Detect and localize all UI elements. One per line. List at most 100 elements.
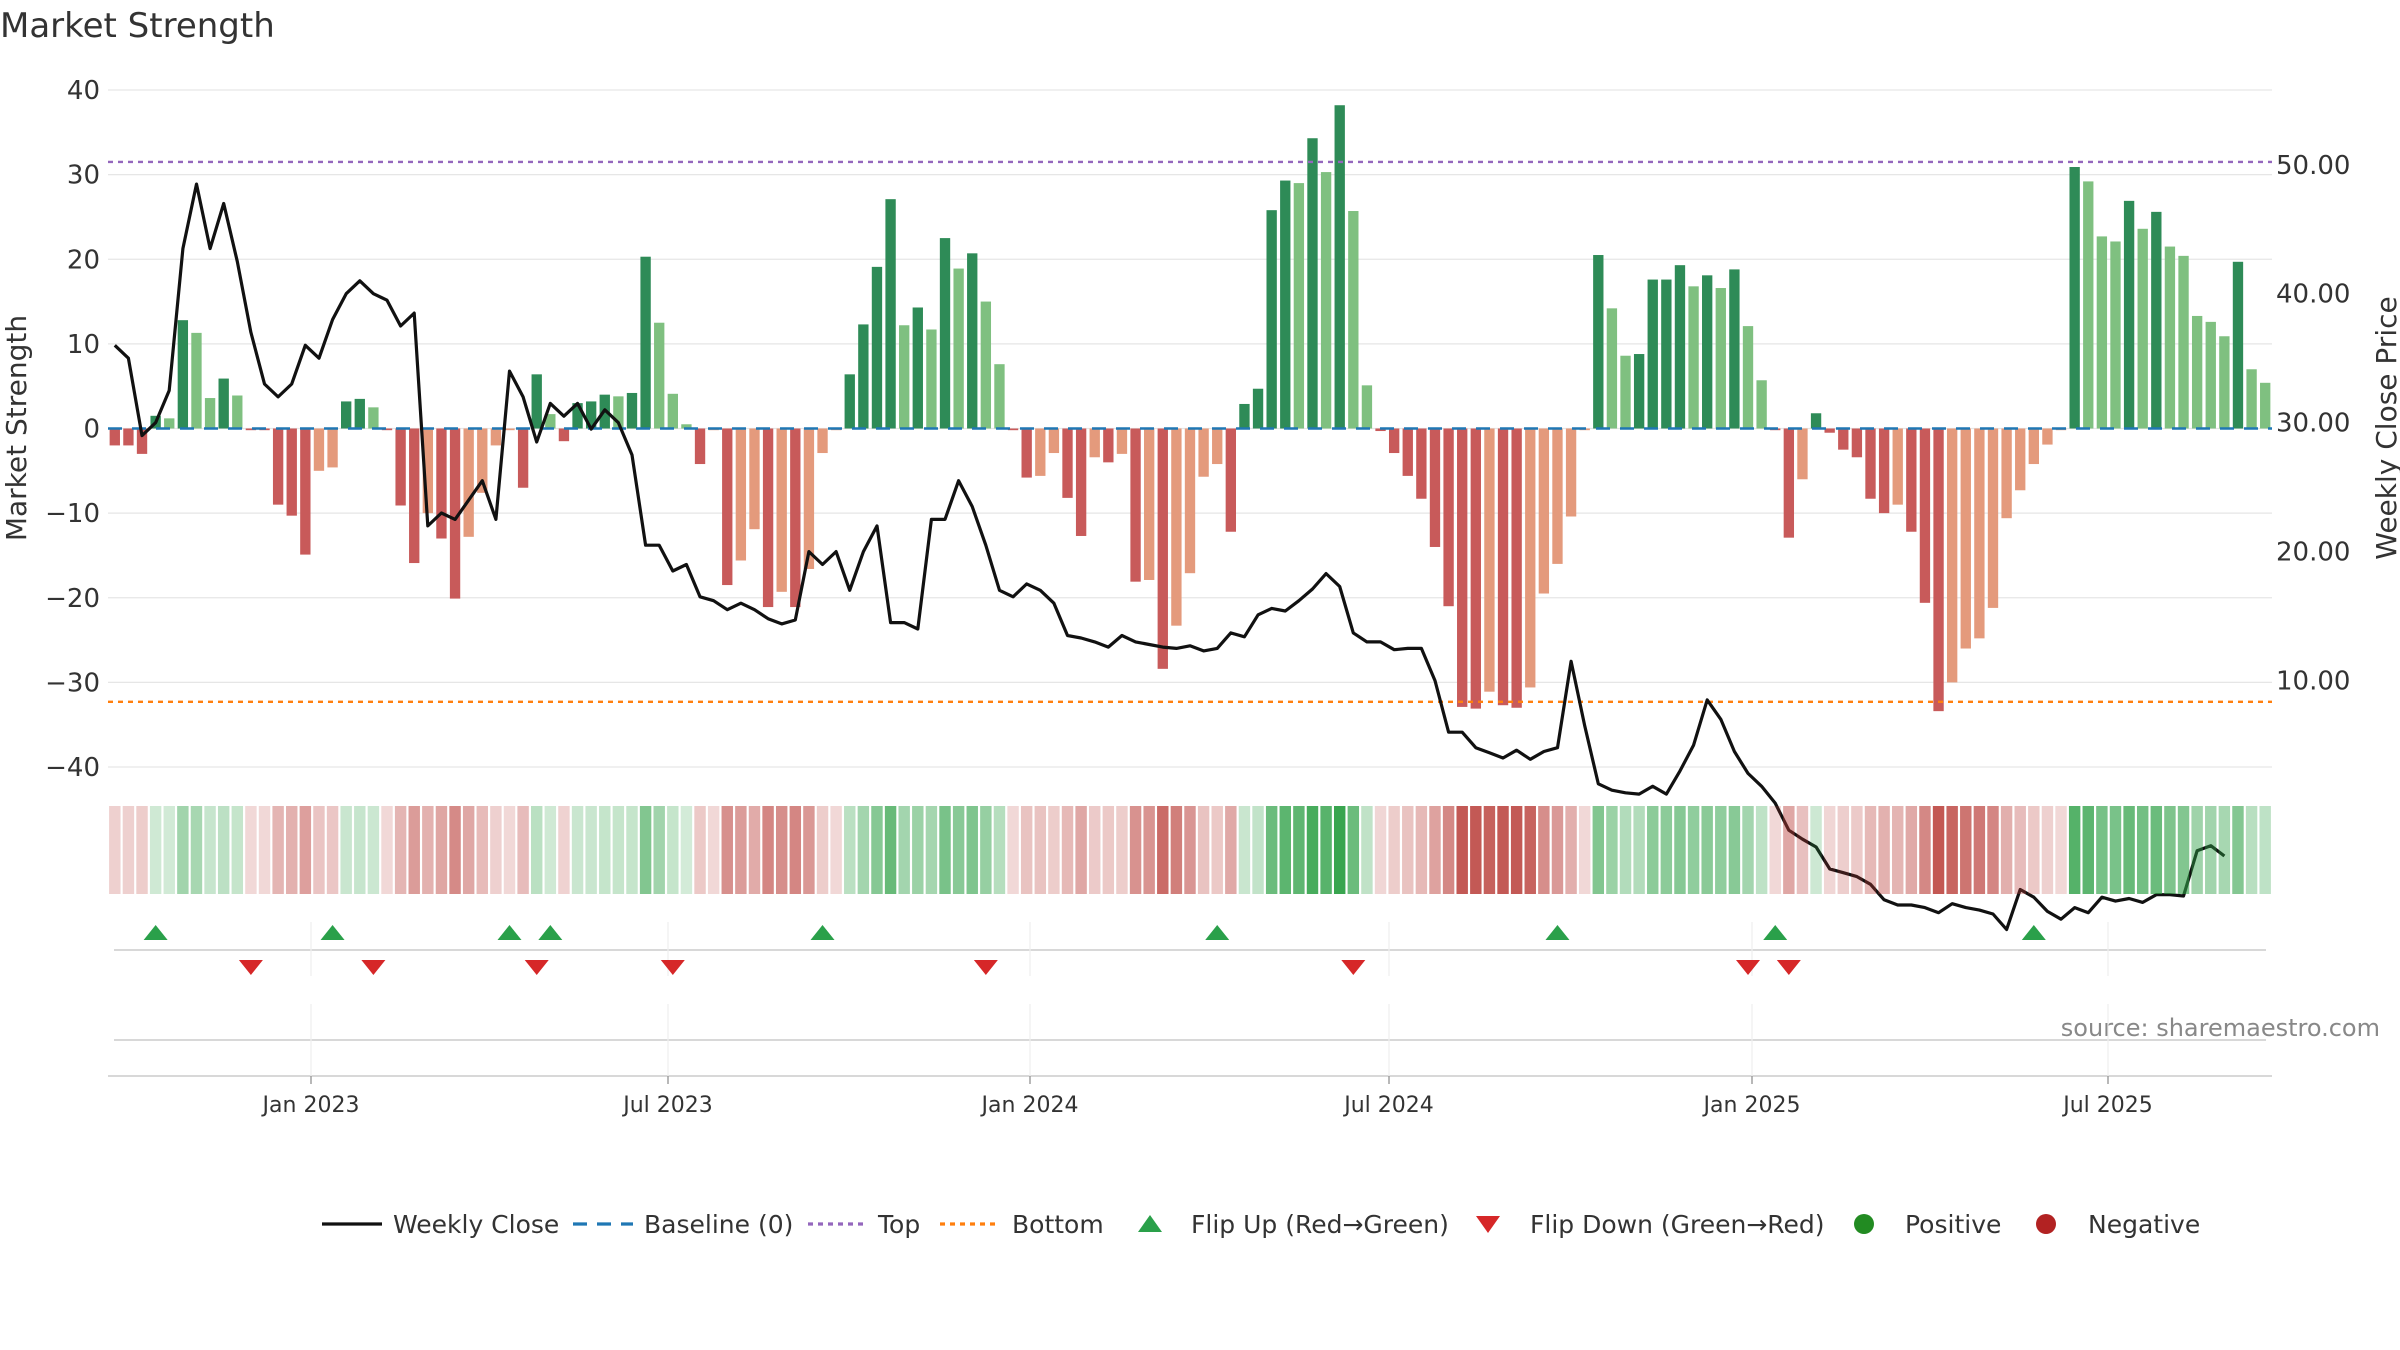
strength-strip-cell (1687, 806, 1700, 894)
strength-bar (191, 332, 202, 429)
strength-strip-cell (626, 806, 638, 894)
strength-bar (381, 428, 393, 431)
strength-bar (1171, 428, 1182, 626)
strength-strip-cell (2096, 806, 2108, 894)
strength-strip-cell (1551, 806, 1564, 894)
strength-strip-cell (925, 806, 938, 894)
strength-bar (1593, 255, 1604, 429)
strength-strip-cell (1701, 806, 1713, 894)
strength-bar (490, 428, 502, 446)
strength-bar (626, 392, 638, 429)
strength-strip-cell (1742, 806, 1754, 894)
right-axis: 50.00 40.00 30.00 20.00 10.00 (2276, 151, 2350, 697)
strength-bar (1103, 428, 1114, 463)
strength-bar (1838, 428, 1849, 450)
x-tick-label: Jul 2024 (1342, 1093, 1434, 1118)
strength-strip-cell (1061, 806, 1074, 894)
strength-strip-cell (1892, 806, 1904, 894)
strength-bar (1470, 428, 1481, 709)
strength-bar (2123, 200, 2135, 429)
strength-bar (1674, 265, 1686, 429)
strength-strip-cell (367, 806, 380, 894)
strength-strip-cell (871, 806, 883, 894)
flip-down-marker (361, 960, 386, 975)
strength-strip-cell (2191, 806, 2203, 894)
strength-strip-cell (1170, 806, 1183, 894)
strength-bar (939, 238, 951, 429)
strength-strip-cell (163, 806, 175, 894)
strength-strip-cell (544, 806, 557, 894)
strength-strip-cell (1238, 806, 1251, 894)
y-tick-label-left: −20 (45, 584, 100, 614)
strength-bar (1552, 428, 1563, 564)
strength-bar (1116, 428, 1128, 454)
y-tick-label-right: 40.00 (2276, 280, 2350, 310)
flip-up-marker (143, 925, 168, 940)
strength-strip-cell (190, 806, 203, 894)
strength-strip-cell (1565, 806, 1577, 894)
strength-bar (2164, 246, 2176, 429)
strength-strip-cell (2218, 806, 2231, 894)
strength-strip-cell (1279, 806, 1291, 894)
strength-bar (994, 364, 1005, 429)
strength-strip-cell (1402, 806, 1414, 894)
strength-strip-cell (354, 806, 366, 894)
strength-bar (640, 256, 651, 429)
legend-label: Positive (1905, 1210, 2001, 1239)
strength-strip-cell (381, 806, 393, 894)
strength-bar (1266, 210, 1277, 429)
strength-bar (2246, 369, 2257, 429)
strength-strip-cell (299, 806, 312, 894)
strength-strip-cell (149, 806, 162, 894)
strength-strip-cell (1306, 806, 1319, 894)
strength-strip-cell (1932, 806, 1945, 894)
strength-strip-cell (721, 806, 733, 894)
strength-strip-cell (272, 806, 284, 894)
strength-strip-cell (558, 806, 570, 894)
strength-bar (1878, 428, 1890, 514)
strength-strip-cell (245, 806, 257, 894)
strength-strip-cell (1728, 806, 1741, 894)
strength-bar (463, 428, 474, 537)
strength-bar (1089, 428, 1100, 458)
strength-bar (517, 428, 529, 488)
y-tick-label-left: 10 (67, 330, 100, 360)
strength-bar (218, 378, 229, 429)
strength-strip-cell (1674, 806, 1686, 894)
y-tick-label-left: 0 (83, 415, 100, 445)
strength-strip-cell (1129, 806, 1142, 894)
strength-bar (1361, 385, 1373, 429)
strength-bar (300, 428, 311, 555)
strength-strip-cell (1197, 806, 1210, 894)
strength-strip-cell (2259, 806, 2271, 894)
strength-strip-cell (1157, 806, 1169, 894)
strength-bar (803, 428, 815, 569)
strength-bar (1715, 288, 1726, 429)
strength-bar (327, 428, 338, 468)
strength-strip-cell (1211, 806, 1223, 894)
strength-strip-cell (204, 806, 216, 894)
y-tick-label-right: 10.00 (2276, 667, 2350, 697)
strength-strip-cell (1470, 806, 1482, 894)
legend-swatch-dot (1854, 1214, 1874, 1234)
strength-strip-cell (408, 806, 420, 894)
chart-title: Market Strength (0, 6, 275, 46)
strength-strip-cell (1647, 806, 1659, 894)
strength-strip-cell (748, 806, 761, 894)
strength-strip-cell (1034, 806, 1047, 894)
strength-strip-cell (680, 806, 693, 894)
strength-strip-cell (694, 806, 706, 894)
strength-strip-cell (1456, 806, 1468, 894)
strength-strip-cell (422, 806, 434, 894)
strength-bar (762, 428, 774, 608)
strength-bar (817, 428, 828, 454)
strength-bar (1647, 279, 1658, 429)
flip-down-marker (1736, 960, 1761, 975)
strength-bar (1620, 355, 1631, 429)
strength-strip-cell (2205, 806, 2217, 894)
strength-bar (926, 329, 937, 429)
strength-bar (245, 428, 257, 431)
reference-lines (108, 160, 2272, 704)
strength-bar (899, 325, 910, 429)
strength-strip-cell (639, 806, 652, 894)
